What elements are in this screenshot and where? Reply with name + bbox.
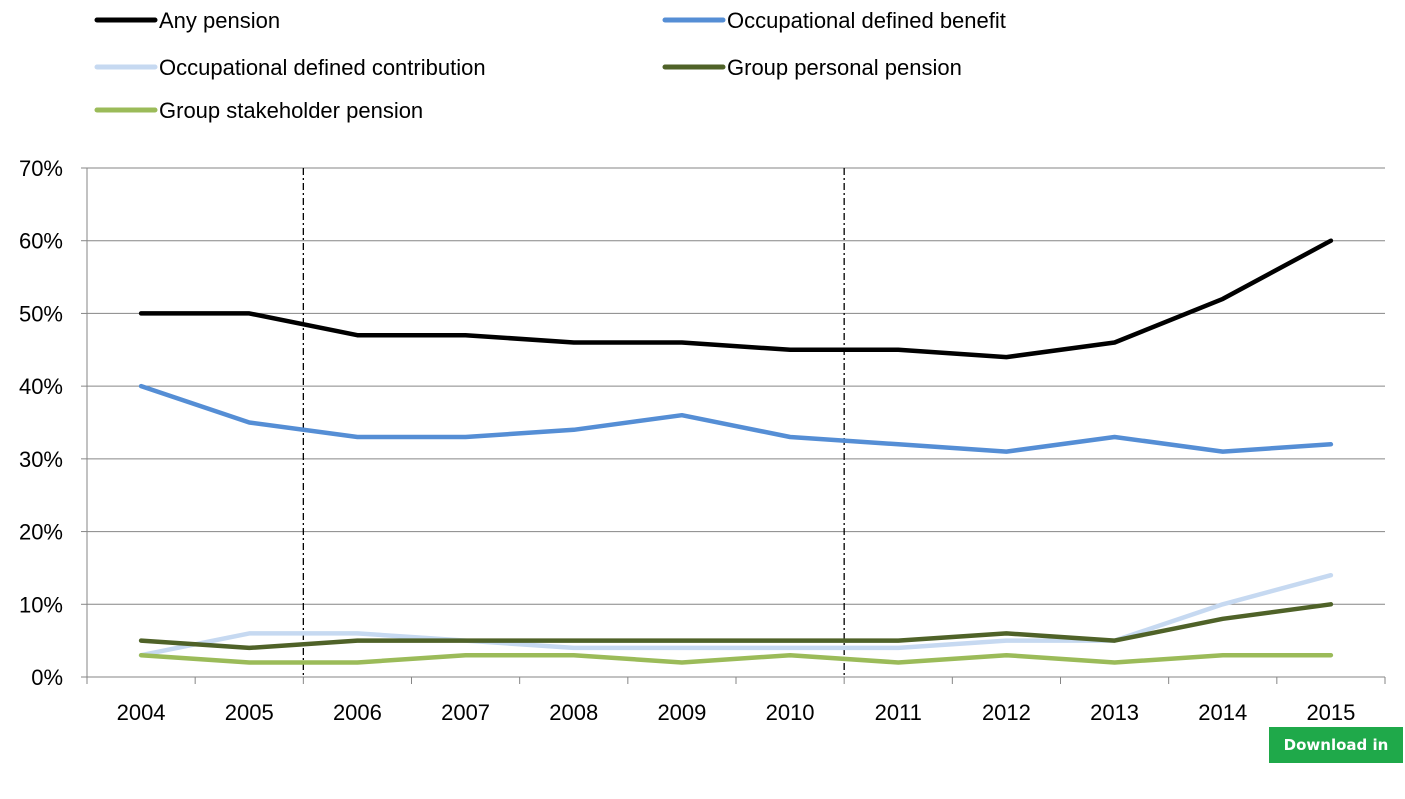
pension-line-chart: Any pension Occupational defined benefit O… <box>0 0 1405 767</box>
series-line-occupational-defined-benefit <box>141 386 1331 452</box>
legend: Any pension Occupational defined benefit O… <box>97 8 1006 123</box>
x-tick-label: 2005 <box>225 700 274 725</box>
series-line-any-pension <box>141 241 1331 357</box>
y-tick-label: 20% <box>19 520 63 545</box>
download-excel-button[interactable]: Download in excel <box>1269 727 1403 763</box>
legend-item-any-pension: Any pension <box>97 8 280 33</box>
legend-label: Group stakeholder pension <box>159 98 423 123</box>
legend-label: Occupational defined benefit <box>727 8 1006 33</box>
series-line-group-stakeholder-pension <box>141 655 1331 662</box>
gridlines <box>87 168 1385 604</box>
y-tick-label: 70% <box>19 156 63 181</box>
legend-item-group-personal-pension: Group personal pension <box>665 55 962 80</box>
x-tick-label: 2015 <box>1306 700 1355 725</box>
y-tick-label: 0% <box>31 665 63 690</box>
legend-item-group-stakeholder-pension: Group stakeholder pension <box>97 98 423 123</box>
x-tick-label: 2010 <box>766 700 815 725</box>
legend-item-occupational-defined-benefit: Occupational defined benefit <box>665 8 1006 33</box>
y-tick-label: 10% <box>19 592 63 617</box>
y-axis-labels: 0% 10% 20% 30% 40% 50% 60% 70% <box>19 156 63 690</box>
series-lines <box>141 241 1331 663</box>
x-axis-labels: 2004 2005 2006 2007 2008 2009 2010 2011 2012 2013… <box>117 700 1356 725</box>
x-tick-label: 2014 <box>1198 700 1247 725</box>
x-tick-label: 2012 <box>982 700 1031 725</box>
x-tick-label: 2008 <box>549 700 598 725</box>
vertical-markers <box>303 168 844 677</box>
x-tick-label: 2011 <box>875 700 922 725</box>
legend-item-occupational-defined-contribution: Occupational defined contribution <box>97 55 486 80</box>
y-tick-label: 30% <box>19 447 63 472</box>
y-tick-label: 40% <box>19 374 63 399</box>
x-tick-label: 2013 <box>1090 700 1139 725</box>
y-tick-label: 50% <box>19 301 63 326</box>
legend-label: Group personal pension <box>727 55 962 80</box>
x-tick-label: 2006 <box>333 700 382 725</box>
x-tick-label: 2007 <box>441 700 490 725</box>
x-tick-label: 2009 <box>657 700 706 725</box>
y-tick-label: 60% <box>19 229 63 254</box>
legend-label: Occupational defined contribution <box>159 55 486 80</box>
x-tick-label: 2004 <box>117 700 166 725</box>
legend-label: Any pension <box>159 8 280 33</box>
